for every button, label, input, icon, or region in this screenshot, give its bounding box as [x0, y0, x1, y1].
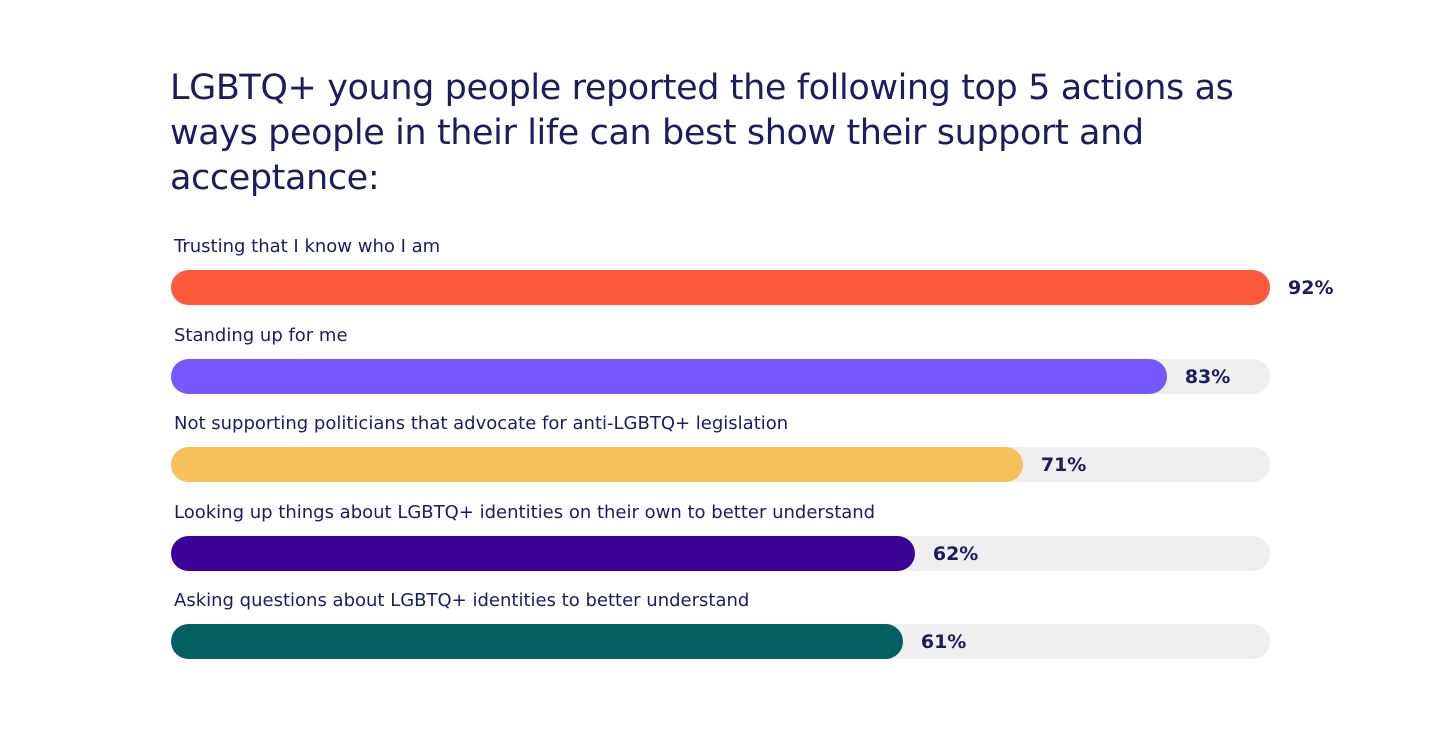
bar-track: 61%	[171, 624, 1270, 659]
bar-value-label: 71%	[1040, 454, 1087, 476]
bar-value-label: 62%	[932, 542, 979, 565]
bar-category-label: Not supporting politicians that advocate…	[174, 413, 789, 434]
bar-track: 83%	[171, 358, 1270, 394]
bar-row: Standing up for me 83%	[171, 320, 1270, 409]
bar-chart: Trusting that I know who I am 92% Standing…	[171, 231, 1333, 674]
bar-value-label: 83%	[1184, 365, 1231, 388]
bar-track: 71%	[171, 447, 1270, 482]
bar	[171, 270, 1270, 305]
bar-track: 92%	[171, 270, 1333, 305]
bar-row: Asking questions about LGBTQ+ identities…	[171, 585, 1270, 674]
bar	[171, 447, 1023, 482]
chart-title: LGBTQ+ young people reported the followi…	[170, 68, 1234, 198]
bar-row: Looking up things about LGBTQ+ identitie…	[171, 497, 1270, 586]
bar-category-label: Standing up for me	[174, 324, 348, 346]
bar-row: Not supporting politicians that advocate…	[171, 408, 1270, 497]
bar-category-label: Looking up things about LGBTQ+ identitie…	[174, 501, 876, 523]
bar	[171, 624, 903, 659]
bar-track: 62%	[171, 535, 1270, 571]
bar-category-label: Asking questions about LGBTQ+ identities…	[174, 590, 750, 611]
bar-value-label: 61%	[920, 631, 967, 653]
bar-row: Trusting that I know who I am 92%	[171, 231, 1333, 320]
bar-category-label: Trusting that I know who I am	[174, 236, 441, 257]
bar	[171, 358, 1167, 394]
bar-value-label: 92%	[1288, 277, 1334, 299]
bar	[171, 535, 915, 571]
